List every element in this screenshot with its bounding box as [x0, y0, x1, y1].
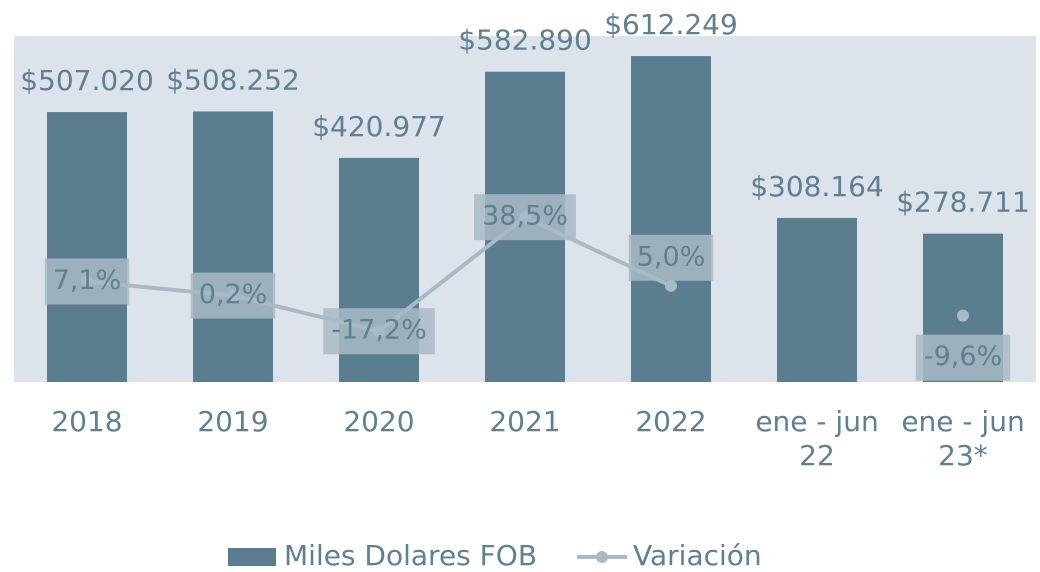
bar: [631, 56, 711, 382]
line-label-box: [474, 194, 576, 241]
x-tick-label: 2020: [343, 405, 415, 438]
bar-value-label: $582.890: [458, 24, 592, 57]
bar-value-label: $508.252: [166, 63, 300, 96]
line-value-label: 5,0%: [637, 241, 706, 272]
x-tick-label: 2019: [197, 405, 269, 438]
bar-value-label: $278.711: [896, 186, 1030, 219]
line-value-label: 0,2%: [199, 279, 268, 310]
bar-value-label: $308.164: [750, 170, 884, 203]
legend-label: Miles Dolares FOB: [284, 539, 537, 572]
line-value-label: -17,2%: [331, 315, 427, 346]
bar: [193, 111, 273, 382]
line-label-box: [190, 272, 276, 319]
line-point: [957, 309, 969, 322]
x-tick-label: ene - jun 22: [755, 405, 879, 472]
line-value-label: -9,6%: [924, 341, 1002, 372]
line-point: [665, 279, 677, 292]
x-tick-label: ene - jun 23*: [901, 405, 1025, 472]
line-label-box: [628, 234, 714, 281]
bar: [47, 112, 127, 383]
bar-value-label: $507.020: [20, 64, 154, 97]
line-value-label: 7,1%: [53, 265, 122, 296]
legend-label: Variación: [633, 539, 762, 572]
bar: [777, 217, 857, 382]
bar-value-label: $612.249: [604, 8, 738, 41]
line-label-box: [44, 258, 130, 305]
line-label-box: [915, 334, 1011, 381]
bar-value-label: $420.977: [312, 110, 446, 143]
legend-swatch: [228, 548, 276, 566]
line-label-box: [323, 308, 435, 355]
x-tick-label: 2022: [635, 405, 707, 438]
x-tick-label: 2018: [51, 405, 123, 438]
x-tick-label: 2021: [489, 405, 561, 438]
line-value-label: 38,5%: [482, 201, 568, 232]
legend-swatch-dot: [596, 551, 609, 563]
